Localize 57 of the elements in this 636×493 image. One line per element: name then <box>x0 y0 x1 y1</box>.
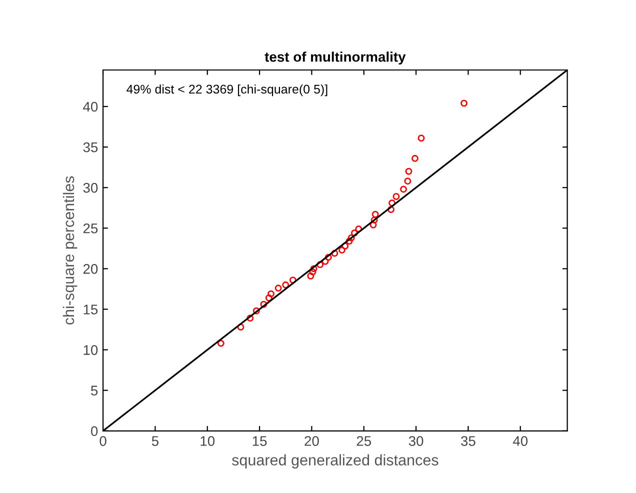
x-axis-title: squared generalized distances <box>232 454 438 468</box>
point <box>370 221 377 228</box>
x-tick-label: 25 <box>356 436 372 446</box>
point <box>348 234 355 242</box>
point <box>412 154 418 162</box>
y-tick-label: 25 <box>83 223 98 234</box>
point <box>252 307 260 314</box>
point <box>289 276 296 284</box>
y-axis-title: chi-square percentiles <box>62 176 78 325</box>
point <box>400 186 407 193</box>
y-tick-label: 20 <box>83 264 98 274</box>
point <box>217 340 224 347</box>
point <box>392 193 400 200</box>
point <box>388 206 394 213</box>
x-tick-label: 40 <box>512 436 528 446</box>
point <box>346 238 353 245</box>
annotation: 49% dist < 22 3369 [chi-square(0 5)] <box>126 84 328 96</box>
point <box>331 250 338 257</box>
point <box>260 300 268 308</box>
x-tick-label: 20 <box>304 436 319 446</box>
point <box>310 265 318 272</box>
point <box>404 178 412 185</box>
point <box>418 134 425 142</box>
point <box>282 281 290 288</box>
x-tick-label: 0 <box>100 436 106 446</box>
chart-title: test of multinormality <box>264 52 406 65</box>
point <box>265 294 272 302</box>
point <box>274 284 282 292</box>
y-tick-label: 15 <box>84 304 98 314</box>
point <box>316 261 324 268</box>
point <box>307 272 314 280</box>
x-tick-label: 30 <box>408 436 424 446</box>
point <box>246 314 254 322</box>
point <box>338 246 346 254</box>
point <box>309 268 316 276</box>
y-tick-label: 35 <box>83 142 98 152</box>
x-tick-label: 10 <box>200 436 215 446</box>
x-tick-label: 15 <box>252 436 267 446</box>
y-tick-label: 0 <box>90 426 98 436</box>
point <box>324 254 332 261</box>
point <box>351 230 358 236</box>
point <box>355 225 362 232</box>
y-tick-label: 40 <box>83 102 98 112</box>
point <box>372 210 379 218</box>
x-tick-label: 5 <box>152 436 158 446</box>
point <box>268 290 274 298</box>
point <box>322 258 329 265</box>
point <box>237 324 244 331</box>
x-tick-label: 35 <box>461 436 476 446</box>
point <box>388 200 396 206</box>
point <box>342 242 349 250</box>
y-tick-label: 10 <box>84 345 98 355</box>
point <box>370 216 378 224</box>
point <box>460 100 468 107</box>
point <box>405 168 412 175</box>
y-tick-label: 5 <box>91 386 98 396</box>
y-tick-label: 30 <box>83 182 98 193</box>
